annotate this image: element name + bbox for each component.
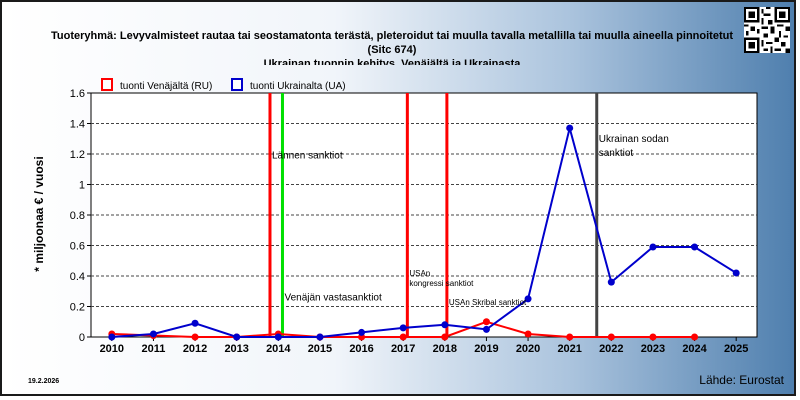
- data-point-ua: [482, 325, 490, 333]
- y-tick-label: 1.6: [70, 88, 85, 100]
- chart-subtitle-clipped: Ukrainan tuonnin kehitys, Venäjältä ja U…: [263, 58, 521, 65]
- x-tick-label: 2022: [599, 343, 623, 355]
- y-tick-label: 0.2: [70, 302, 85, 314]
- event-label: USAn Skribal sanktiot: [449, 298, 527, 307]
- data-point-ru: [607, 333, 615, 341]
- data-point-ua: [399, 324, 407, 332]
- event-label: sanktiot: [599, 148, 634, 159]
- event-label: Ukrainan sodan: [599, 134, 669, 145]
- y-tick-label: 0.4: [70, 271, 85, 283]
- y-tick-label: 1.4: [70, 119, 85, 131]
- data-point-ua: [691, 243, 699, 251]
- data-point-ua: [732, 269, 740, 277]
- x-tick-label: 2018: [433, 343, 457, 355]
- event-label: USAn: [409, 269, 430, 278]
- chart-title: Tuoteryhmä: Levyvalmisteet rautaa tai se…: [51, 30, 733, 42]
- source-label: Lähde: Eurostat: [699, 373, 784, 387]
- y-tick-label: 0: [79, 332, 85, 344]
- date-stamp: 19.2.2026: [28, 378, 60, 385]
- x-tick-label: 2010: [100, 343, 124, 355]
- x-tick-label: 2011: [142, 343, 166, 355]
- data-point-ru: [649, 333, 657, 341]
- series-line-ua: [111, 127, 737, 338]
- data-point-ua: [274, 333, 282, 341]
- data-point-ua: [108, 333, 116, 341]
- event-label: Venäjän vastasanktiot: [284, 292, 382, 303]
- legend-swatch-ru: [101, 78, 113, 91]
- x-tick-label: 2023: [641, 343, 665, 355]
- x-tick-label: 2017: [391, 343, 415, 355]
- y-tick-label: 0.6: [70, 241, 85, 253]
- x-tick-label: 2025: [724, 343, 748, 355]
- data-point-ua: [566, 124, 574, 132]
- x-tick-label: 2013: [224, 343, 248, 355]
- x-tick-label: 2015: [308, 343, 332, 355]
- data-point-ua: [607, 278, 615, 286]
- x-tick-label: 2012: [183, 343, 207, 355]
- data-point-ua: [149, 330, 157, 338]
- data-point-ru: [191, 333, 199, 341]
- event-label: Lännen sanktiot: [272, 151, 343, 162]
- qr-code-icon[interactable]: [744, 7, 790, 53]
- legend-swatch-ua: [231, 78, 243, 91]
- x-tick-label: 2014: [266, 343, 291, 355]
- data-point-ua: [441, 321, 449, 329]
- event-label: kongressi sanktiot: [409, 279, 474, 288]
- data-point-ru: [524, 330, 532, 338]
- x-tick-label: 2021: [557, 343, 581, 355]
- x-tick-label: 2019: [474, 343, 498, 355]
- x-tick-label: 2016: [349, 343, 373, 355]
- legend-label-ua: tuonti Ukrainalta (UA): [250, 81, 346, 92]
- y-tick-label: 1.2: [70, 149, 85, 161]
- data-point-ua: [316, 333, 324, 341]
- data-point-ua: [649, 243, 657, 251]
- y-tick-label: 0.8: [70, 210, 85, 222]
- data-point-ru: [482, 318, 490, 326]
- x-tick-label: 2024: [682, 343, 707, 355]
- data-point-ru: [441, 333, 449, 341]
- data-point-ua: [191, 319, 199, 327]
- data-point-ua: [358, 328, 366, 336]
- data-point-ru: [691, 333, 699, 341]
- y-tick-label: 1: [79, 180, 85, 192]
- data-point-ua: [233, 333, 241, 341]
- x-tick-label: 2020: [516, 343, 540, 355]
- legend-label-ru: tuonti Venäjältä (RU): [120, 81, 212, 92]
- data-point-ru: [399, 333, 407, 341]
- data-point-ru: [566, 333, 574, 341]
- line-chart: 0 0.2 0.4 0.6 0.8 1 1.2 1.4 1.6 2010 2011 2012 2013 2…: [70, 78, 758, 355]
- data-point-ua: [524, 295, 532, 303]
- chart-subtitle: (Sitc 674): [367, 44, 417, 56]
